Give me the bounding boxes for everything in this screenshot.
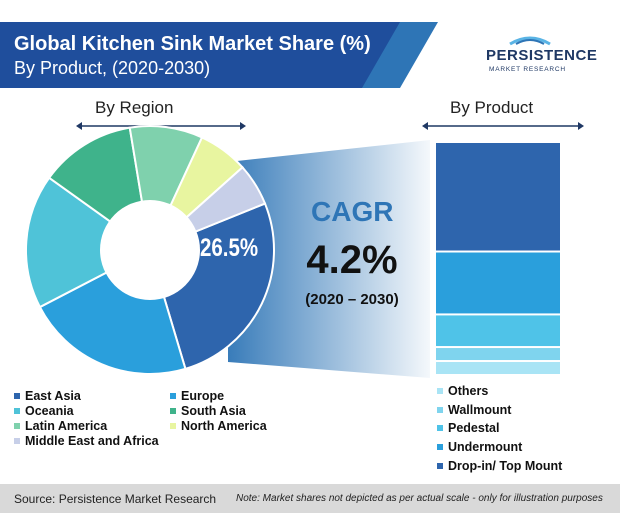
cagr-value: 4.2% [306, 238, 398, 282]
product-header: By Product [450, 98, 534, 117]
logo-wordmark: PERSISTENCE [486, 47, 598, 64]
footer-bar: Source: Persistence Market Research Note… [0, 484, 620, 513]
legend-item-oceania: Oceania [14, 404, 74, 418]
bar-segment-drop-in-top-mount [436, 143, 560, 251]
product-header-rule [422, 122, 584, 130]
legend-item-mea: Middle East and Africa [14, 434, 159, 448]
bar-segment-wallmount [436, 348, 560, 361]
legend-label: Others [448, 384, 489, 398]
legend-swatch [14, 408, 20, 414]
legend-swatch [437, 463, 443, 469]
legend-label: Middle East and Africa [25, 434, 159, 448]
cagr-period: (2020 – 2030) [305, 291, 399, 308]
legend-swatch [14, 423, 20, 429]
pie-slice-oceania [25, 176, 152, 309]
legend-item-north-america: North America [170, 419, 267, 433]
legend-item-others: Others [437, 384, 488, 398]
legend-swatch [170, 423, 176, 429]
bar-segment-others [436, 362, 560, 374]
legend-label: North America [181, 419, 267, 433]
bar-segment-pedestal [436, 315, 560, 347]
product-stacked-bar [436, 143, 560, 374]
legend-swatch [170, 408, 176, 414]
chart-graphics [25, 122, 584, 378]
legend-label: South Asia [181, 404, 246, 418]
legend-item-pedestal: Pedestal [437, 421, 499, 435]
legend-swatch [437, 388, 443, 394]
legend-item-europe: Europe [170, 389, 224, 403]
title-banner-shape [0, 22, 438, 88]
legend-item-latin-america: Latin America [14, 419, 107, 433]
chart-subtitle: By Product, (2020-2030) [14, 58, 211, 78]
legend-label: Drop-in/ Top Mount [448, 459, 563, 473]
legend-label: East Asia [25, 389, 81, 403]
chart-title: Global Kitchen Sink Market Share (%) [14, 33, 371, 55]
east-asia-share-label: 26.5% [200, 234, 259, 262]
legend-swatch [437, 425, 443, 431]
cagr-label: CAGR [311, 196, 394, 227]
legend-item-east-asia: East Asia [14, 389, 81, 403]
legend-swatch [437, 407, 443, 413]
footer-source: Source: Persistence Market Research [14, 492, 217, 506]
legend-item-drop-in: Drop-in/ Top Mount [437, 459, 562, 473]
legend-item-undermount: Undermount [437, 440, 522, 454]
footer-note: Note: Market shares not depicted as per … [236, 493, 603, 504]
legend-label: Europe [181, 389, 225, 403]
legend-label: Pedestal [448, 421, 500, 435]
region-header: By Region [95, 98, 174, 117]
bar-segment-undermount [436, 252, 560, 314]
logo-subtitle: MARKET RESEARCH [489, 66, 566, 73]
legend-label: Latin America [25, 419, 108, 433]
legend-item-wallmount: Wallmount [437, 403, 511, 417]
legend-swatch [437, 444, 443, 450]
legend-swatch [14, 393, 20, 399]
title-banner [0, 22, 438, 88]
legend-swatch [170, 393, 176, 399]
legend-label: Undermount [448, 440, 523, 454]
persistence-logo [509, 36, 551, 46]
legend-label: Oceania [25, 404, 74, 418]
legend-swatch [14, 438, 20, 444]
legend-item-south-asia: South Asia [170, 404, 246, 418]
legend-label: Wallmount [448, 403, 512, 417]
donut-hole [100, 200, 200, 300]
cagr-wedge [228, 140, 430, 378]
